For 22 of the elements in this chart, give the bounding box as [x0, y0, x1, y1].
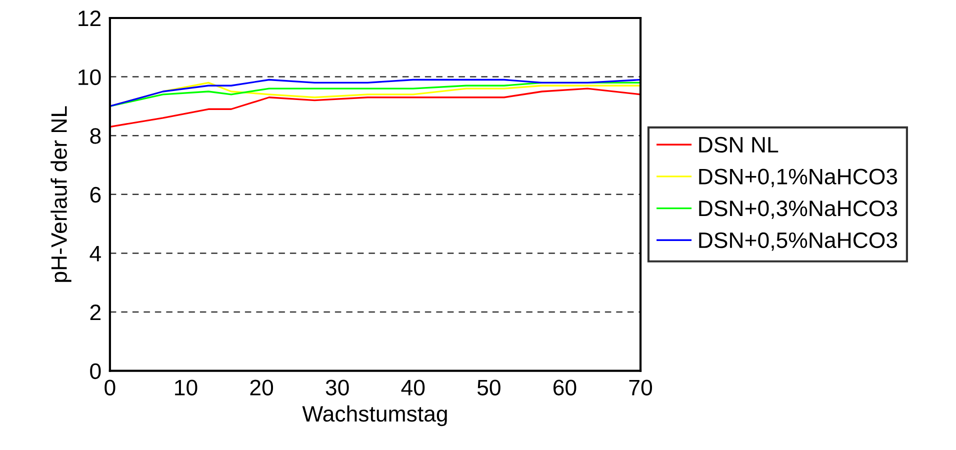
x-tick-label: 70: [629, 380, 652, 396]
x-axis-title: Wachstumstag: [302, 405, 447, 426]
y-tick-label: 4: [90, 246, 101, 262]
x-tick-label: 30: [326, 380, 349, 396]
y-tick-label: 12: [78, 10, 100, 26]
y-tick-label: 0: [90, 363, 101, 380]
x-tick-label: 10: [175, 380, 198, 396]
legend-label: DSN+0,3%NaHCO3: [699, 200, 898, 219]
x-tick-label: 50: [477, 380, 500, 396]
x-tick-label: 0: [104, 380, 116, 396]
legend-label: DSN+0,1%NaHCO3: [699, 168, 898, 188]
y-tick-label: 10: [78, 69, 101, 86]
y-tick-label: 6: [90, 186, 101, 203]
x-tick-label: 40: [401, 380, 425, 396]
x-tick-label: 60: [553, 380, 576, 396]
legend-label: DSN+0,5%NaHCO3: [699, 232, 898, 251]
line-series: [110, 88, 641, 128]
legend-label: DSN NL: [699, 136, 778, 153]
y-tick-label: 8: [90, 128, 101, 144]
y-axis-title: pH-Verlauf der NL: [50, 106, 72, 282]
x-tick-label: 20: [250, 380, 274, 396]
y-tick-label: 2: [90, 304, 100, 320]
